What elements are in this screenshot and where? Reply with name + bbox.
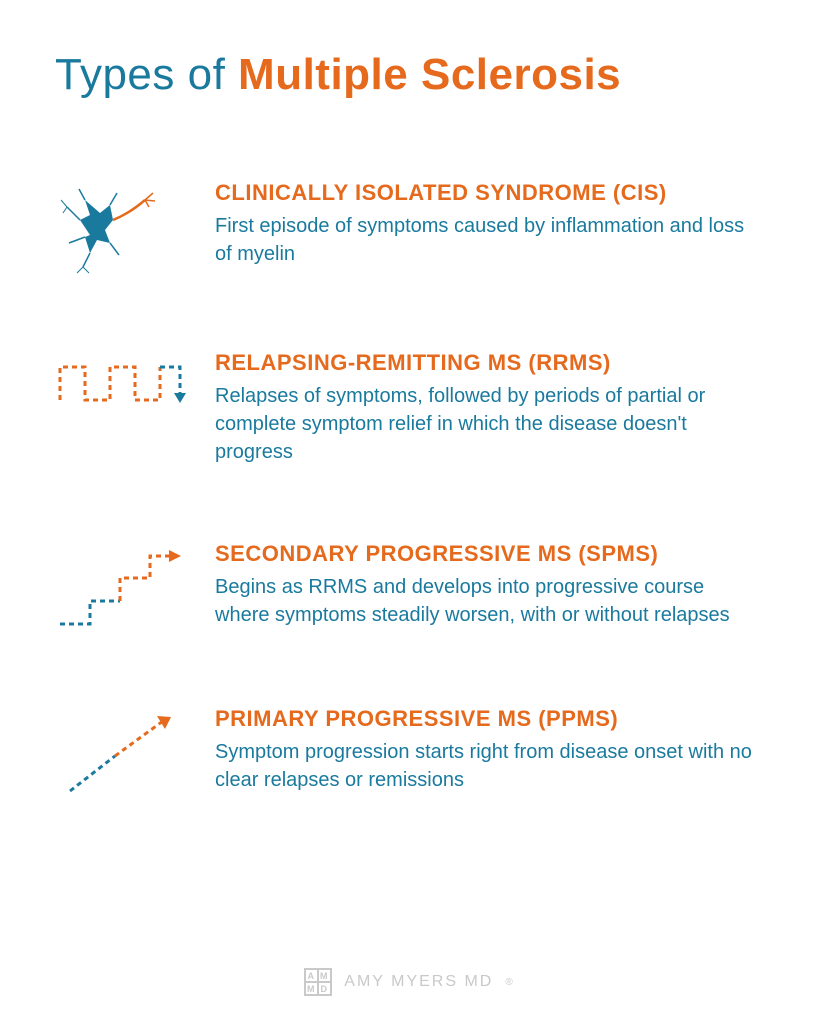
section-description: Symptom progression starts right from di… [215,738,764,794]
section-description: Relapses of symptoms, followed by period… [215,382,764,466]
section-description: Begins as RRMS and develops into progres… [215,573,764,629]
registered-mark: ® [505,977,514,988]
arrow-up-icon [55,706,215,801]
title-emphasis: Multiple Sclerosis [238,50,621,99]
section-description: First episode of symptoms caused by infl… [215,212,764,268]
page-title: Types of Multiple Sclerosis [55,50,764,100]
section-heading: CLINICALLY ISOLATED SYNDROME (CIS) [215,180,764,206]
footer-text: AMY MYERS MD [344,973,493,991]
section-ppms: PRIMARY PROGRESSIVE MS (PPMS) Symptom pr… [55,706,764,801]
section-heading: SECONDARY PROGRESSIVE MS (SPMS) [215,541,764,567]
section-heading: PRIMARY PROGRESSIVE MS (PPMS) [215,706,764,732]
section-cis: CLINICALLY ISOLATED SYNDROME (CIS) First… [55,180,764,275]
section-rrms: RELAPSING-REMITTING MS (RRMS) Relapses o… [55,350,764,466]
stairs-icon [55,541,215,631]
square-wave-icon [55,350,215,415]
neuron-icon [55,180,215,275]
footer: A M M D AMY MYERS MD ® [0,968,819,996]
section-spms: SECONDARY PROGRESSIVE MS (SPMS) Begins a… [55,541,764,631]
footer-logo-icon: A M M D [304,968,332,996]
title-prefix: Types of [55,50,238,99]
section-heading: RELAPSING-REMITTING MS (RRMS) [215,350,764,376]
